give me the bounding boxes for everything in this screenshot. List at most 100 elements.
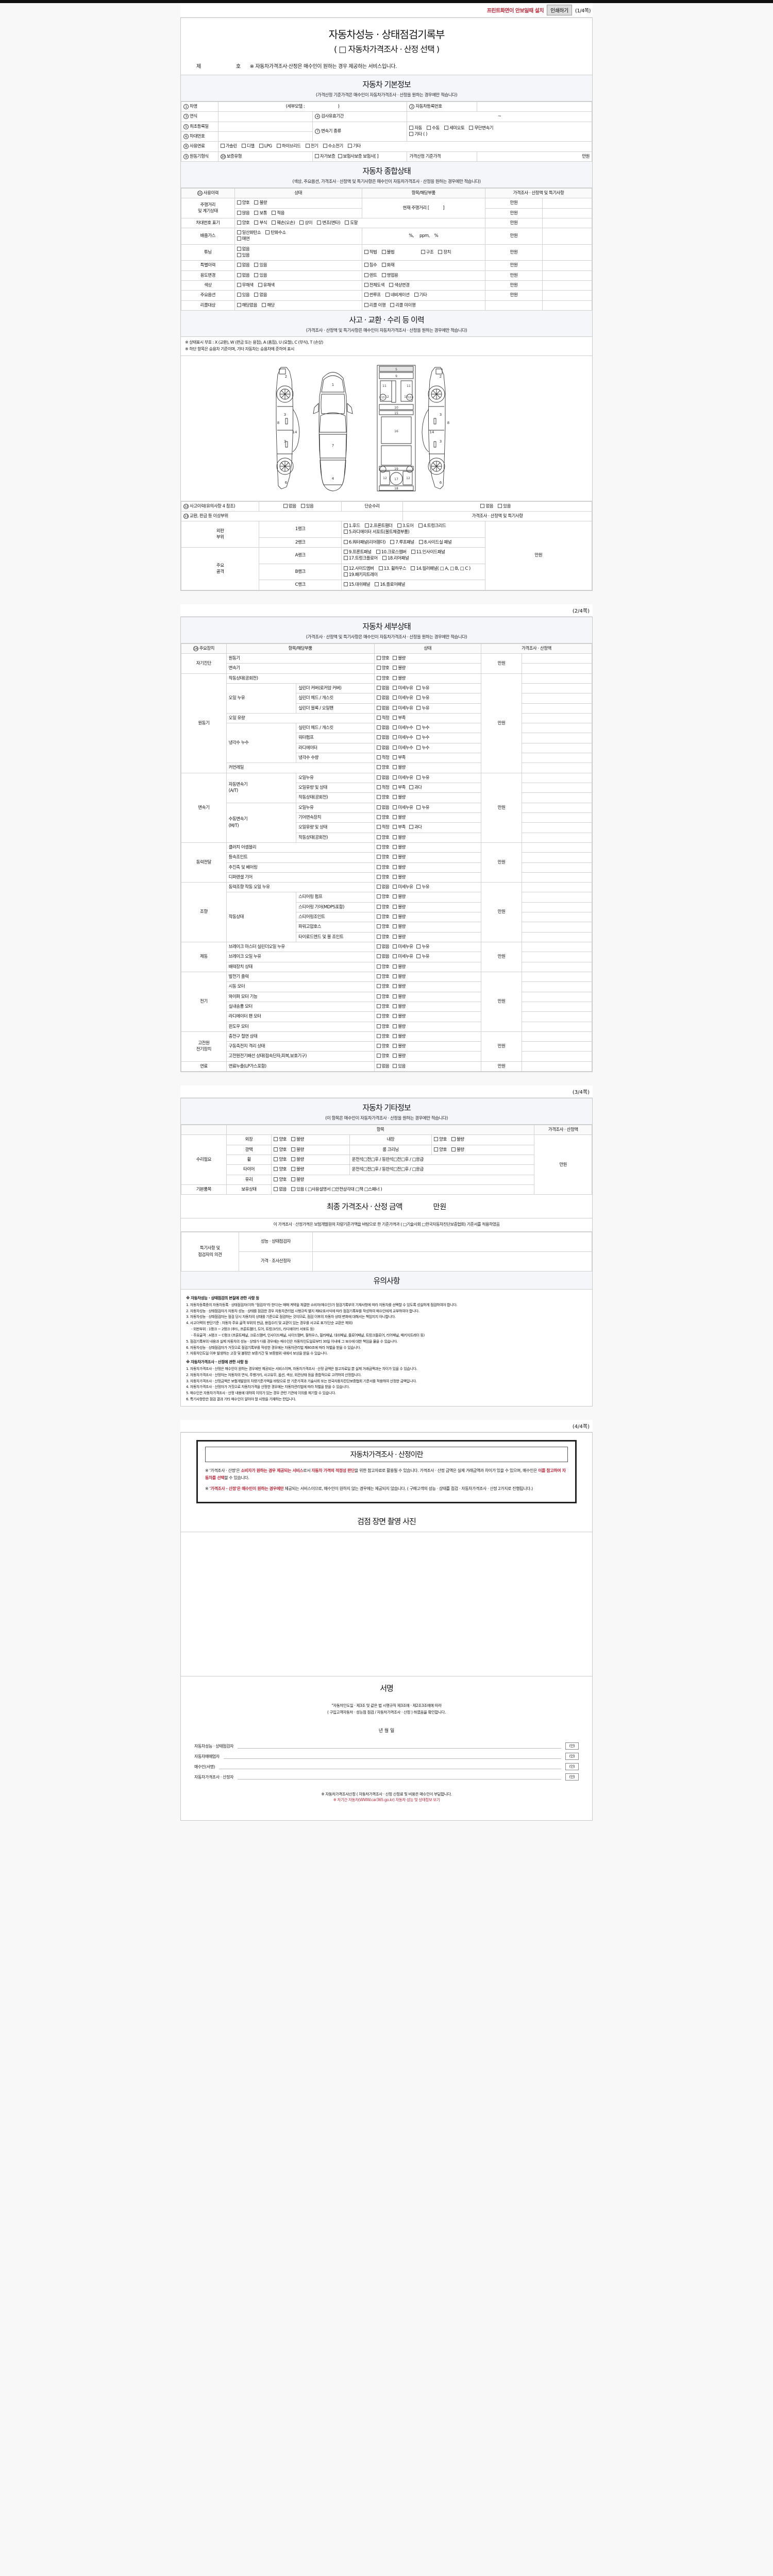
- state-options[interactable]: 없음 미세누유 누유: [374, 683, 481, 694]
- opt-미세누유[interactable]: 미세누유: [393, 944, 413, 950]
- opt-few[interactable]: 적음: [272, 210, 284, 216]
- opt-trunk-floor[interactable]: 17.트렁크플로어: [343, 555, 378, 562]
- opt-누수[interactable]: 누수: [416, 735, 430, 741]
- rankC-parts[interactable]: 15.대쉬패널 16.플로어패널: [341, 580, 485, 590]
- signature-input[interactable]: [238, 1774, 561, 1780]
- opt-int-bad[interactable]: 불량: [451, 1137, 464, 1143]
- opt-tuning-yes[interactable]: 있음: [237, 252, 250, 259]
- device-remark[interactable]: [522, 663, 592, 674]
- accident-history-opts[interactable]: 없음 있음: [259, 501, 342, 512]
- opt-hybrid[interactable]: 하이브리드: [276, 143, 301, 149]
- mileage-remark-1[interactable]: [542, 198, 592, 209]
- state-options[interactable]: 양호 불량: [374, 991, 481, 1002]
- state-options[interactable]: 없음 미세누유 누유: [374, 882, 481, 893]
- opt-hydrogen[interactable]: 수소전기: [323, 143, 343, 149]
- opt-양호[interactable]: 양호: [376, 964, 390, 970]
- seal-box[interactable]: (인): [565, 1742, 579, 1750]
- opt-불량[interactable]: 불량: [393, 984, 406, 990]
- opt-bad[interactable]: 불량: [254, 200, 267, 206]
- usage-items[interactable]: 렌트 영업용: [361, 270, 485, 281]
- device-remark[interactable]: [522, 872, 592, 883]
- opt-불량[interactable]: 불량: [393, 1004, 406, 1010]
- opt-미세누유[interactable]: 미세누유: [393, 705, 413, 711]
- state-options[interactable]: 양호 불량: [374, 673, 481, 684]
- opt-hood[interactable]: 1.후드: [343, 523, 360, 529]
- opt-rent[interactable]: 렌트: [364, 273, 377, 279]
- opt-options-none[interactable]: 없음: [254, 292, 267, 298]
- state-options[interactable]: 양호 불량: [374, 812, 481, 823]
- device-price-unit[interactable]: 만원: [480, 971, 523, 1032]
- device-remark[interactable]: [522, 892, 592, 903]
- state-options[interactable]: 양호 불량: [374, 663, 481, 674]
- opt-electric[interactable]: 전기: [305, 143, 318, 149]
- opt-polish-bad[interactable]: 불량: [291, 1147, 304, 1153]
- opt-vin-damage[interactable]: 훼손(오손): [272, 220, 295, 226]
- color-remark[interactable]: [542, 280, 592, 291]
- possession-opts[interactable]: 없음 있음 ( □사용설명서 □안전삼각대 □잭 □스패너 ): [271, 1184, 535, 1195]
- state-options[interactable]: 양호 불량: [374, 892, 481, 903]
- mileage-state-good-bad[interactable]: 양호 불량: [234, 198, 362, 209]
- state-options[interactable]: 양호 불량: [374, 912, 481, 923]
- opt-누유[interactable]: 누유: [416, 954, 430, 960]
- opt-roomclean-good[interactable]: 양호: [434, 1147, 447, 1153]
- reg-number-value[interactable]: [476, 101, 593, 112]
- year-value[interactable]: [217, 111, 313, 122]
- device-remark[interactable]: [522, 673, 592, 684]
- seal-box[interactable]: (인): [565, 1773, 579, 1781]
- final-price-unit[interactable]: 만원: [433, 1202, 447, 1211]
- opt-tuning-legal[interactable]: 적법: [364, 249, 377, 256]
- opt-적정[interactable]: 적정: [376, 715, 390, 721]
- device-remark[interactable]: [522, 1031, 592, 1042]
- device-price-unit[interactable]: 만원: [480, 1061, 523, 1072]
- state-options[interactable]: 양호 불량: [374, 931, 481, 943]
- opt-front-panel[interactable]: 9.프론트패널: [343, 549, 372, 555]
- signature-input[interactable]: [238, 1743, 561, 1749]
- opt-양호[interactable]: 양호: [376, 1004, 390, 1010]
- opt-양호[interactable]: 양호: [376, 844, 390, 851]
- opt-flood[interactable]: 침수: [364, 262, 377, 268]
- opt-door[interactable]: 3.도어: [397, 523, 414, 529]
- device-remark[interactable]: [522, 931, 592, 943]
- opt-불량[interactable]: 불량: [393, 655, 406, 662]
- state-options[interactable]: 적정 부족 과다: [374, 822, 481, 833]
- opt-누유[interactable]: 누유: [416, 705, 430, 711]
- state-options[interactable]: 없음 미세누유 누유: [374, 802, 481, 813]
- state-options[interactable]: 양호 불량: [374, 762, 481, 773]
- opt-과다[interactable]: 과다: [409, 824, 422, 831]
- transmission-options[interactable]: 자동 수동 세미오토 무단변속기 기타 ( ): [407, 121, 592, 142]
- car-name-value[interactable]: (세부모델 : ): [217, 101, 408, 112]
- opt-양호[interactable]: 양호: [376, 854, 390, 860]
- opt-poss-none[interactable]: 없음: [274, 1187, 287, 1193]
- opt-cross-member[interactable]: 10.크로스멤버: [376, 549, 407, 555]
- remarks-row1-value[interactable]: [312, 1232, 592, 1252]
- opt-fuel-other[interactable]: 기타: [348, 143, 361, 149]
- opt-없음[interactable]: 없음: [376, 735, 390, 741]
- state-options[interactable]: 양호 불량: [374, 832, 481, 843]
- opt-dash-panel[interactable]: 15.대쉬패널: [343, 582, 371, 588]
- device-remark[interactable]: [522, 902, 592, 913]
- device-remark[interactable]: [522, 812, 592, 823]
- opt-양호[interactable]: 양호: [376, 874, 390, 880]
- opt-vin-erased[interactable]: 도말: [345, 220, 358, 226]
- opt-부족[interactable]: 부족: [393, 755, 406, 761]
- opt-불량[interactable]: 불량: [393, 835, 406, 841]
- color-items[interactable]: 전체도색 색상변경: [361, 280, 485, 291]
- state-options[interactable]: 양호 불량: [374, 1051, 481, 1062]
- opt-미세누유[interactable]: 미세누유: [393, 695, 413, 701]
- simple-repair-opts[interactable]: 없음 있음: [402, 501, 592, 512]
- device-remark[interactable]: [522, 852, 592, 863]
- opt-누유[interactable]: 누유: [416, 685, 430, 691]
- opt-gasoline[interactable]: 가솔린: [220, 143, 237, 149]
- device-remark[interactable]: [522, 842, 592, 853]
- opt-quarter-panel[interactable]: 6.쿼터패널(리어휀더): [343, 539, 386, 546]
- opt-불량[interactable]: 불량: [393, 1013, 406, 1020]
- other-row-2-a-opts[interactable]: 양호 불량: [271, 1155, 350, 1165]
- options-remark[interactable]: [542, 290, 592, 301]
- device-remark[interactable]: [522, 792, 592, 803]
- opt-불량[interactable]: 불량: [393, 865, 406, 871]
- signature-input[interactable]: [223, 1754, 561, 1759]
- opt-양호[interactable]: 양호: [376, 794, 390, 801]
- opt-없음[interactable]: 없음: [376, 805, 390, 811]
- device-remark[interactable]: [522, 693, 592, 704]
- state-options[interactable]: 양호 불량: [374, 981, 481, 992]
